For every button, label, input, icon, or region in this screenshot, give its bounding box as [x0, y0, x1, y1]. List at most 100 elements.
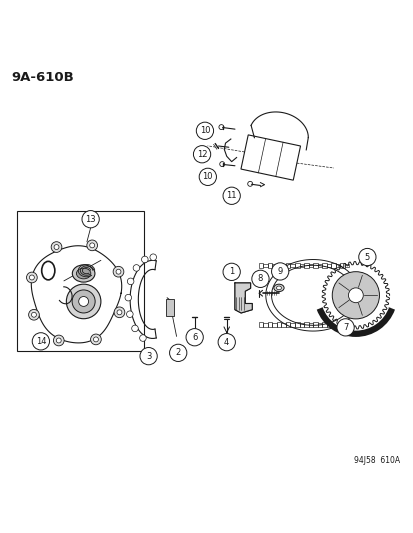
Bar [330, 263, 335, 268]
Text: 10: 10 [199, 126, 210, 135]
Circle shape [133, 265, 140, 271]
Circle shape [32, 333, 50, 350]
Circle shape [218, 334, 235, 351]
Bar [166, 300, 174, 316]
Circle shape [185, 329, 203, 346]
Circle shape [90, 334, 101, 345]
Bar [326, 323, 330, 327]
Circle shape [127, 278, 133, 285]
Bar [294, 322, 299, 327]
Text: 10: 10 [202, 172, 213, 181]
Bar [312, 322, 317, 327]
Bar [326, 264, 330, 268]
Circle shape [126, 311, 133, 318]
Circle shape [26, 272, 37, 283]
Circle shape [193, 146, 210, 163]
Circle shape [28, 310, 39, 320]
Bar [267, 263, 272, 268]
Text: 7: 7 [342, 323, 347, 332]
Text: 8: 8 [257, 274, 263, 284]
Circle shape [140, 348, 157, 365]
Bar [258, 322, 263, 327]
Bar [335, 264, 339, 268]
Circle shape [54, 245, 59, 249]
Bar [339, 263, 344, 268]
Circle shape [336, 319, 354, 336]
Text: 1: 1 [228, 268, 234, 276]
Circle shape [113, 266, 123, 277]
Circle shape [141, 256, 148, 263]
Polygon shape [235, 283, 252, 313]
Ellipse shape [273, 284, 283, 292]
Bar [339, 322, 344, 327]
Circle shape [139, 335, 146, 341]
Text: 5: 5 [364, 253, 369, 262]
Ellipse shape [72, 265, 95, 282]
Bar [330, 322, 335, 327]
Bar [290, 323, 294, 327]
Text: 9: 9 [277, 267, 282, 276]
Bar [290, 264, 294, 268]
Bar [308, 323, 312, 327]
Bar [321, 322, 326, 327]
Bar [272, 264, 276, 268]
Bar [303, 322, 308, 327]
Bar [281, 264, 285, 268]
Bar [321, 263, 326, 268]
Circle shape [125, 294, 131, 301]
Ellipse shape [276, 286, 281, 290]
Bar [267, 322, 272, 327]
Circle shape [271, 263, 288, 280]
Bar [308, 264, 312, 268]
Bar [263, 264, 267, 268]
Circle shape [117, 310, 122, 315]
Bar [335, 323, 339, 327]
Circle shape [31, 312, 36, 317]
Bar [344, 264, 349, 268]
Text: 9A-610B: 9A-610B [12, 71, 74, 84]
Bar [303, 263, 308, 268]
Text: 94J58  610A: 94J58 610A [353, 456, 399, 465]
Circle shape [82, 211, 99, 228]
Bar [312, 263, 317, 268]
Bar [294, 263, 299, 268]
Circle shape [116, 269, 121, 274]
Circle shape [29, 275, 34, 280]
Circle shape [251, 270, 268, 287]
Circle shape [90, 243, 95, 248]
Text: 6: 6 [192, 333, 197, 342]
Bar [263, 323, 267, 327]
Bar [344, 323, 349, 327]
Circle shape [223, 263, 240, 280]
Bar [17, 211, 143, 351]
Text: 11: 11 [226, 191, 236, 200]
Bar [299, 264, 303, 268]
Circle shape [131, 325, 138, 332]
Bar [285, 322, 290, 327]
Circle shape [93, 337, 98, 342]
Bar [317, 264, 321, 268]
Circle shape [114, 307, 124, 318]
Text: 4: 4 [223, 338, 229, 346]
Circle shape [66, 284, 101, 319]
Circle shape [150, 254, 156, 261]
Text: 3: 3 [145, 352, 151, 361]
Bar [258, 263, 263, 268]
Bar [285, 263, 290, 268]
Bar [276, 322, 281, 327]
Text: 12: 12 [196, 150, 207, 159]
Circle shape [72, 290, 95, 313]
Circle shape [56, 338, 61, 343]
Text: 2: 2 [175, 349, 180, 357]
Circle shape [169, 344, 186, 361]
Bar [272, 323, 276, 327]
Bar [276, 263, 281, 268]
Circle shape [199, 168, 216, 185]
Bar [281, 323, 285, 327]
Circle shape [223, 187, 240, 204]
Circle shape [87, 240, 97, 251]
Bar [299, 323, 303, 327]
Circle shape [196, 122, 213, 140]
Circle shape [51, 241, 62, 253]
Circle shape [358, 248, 375, 265]
